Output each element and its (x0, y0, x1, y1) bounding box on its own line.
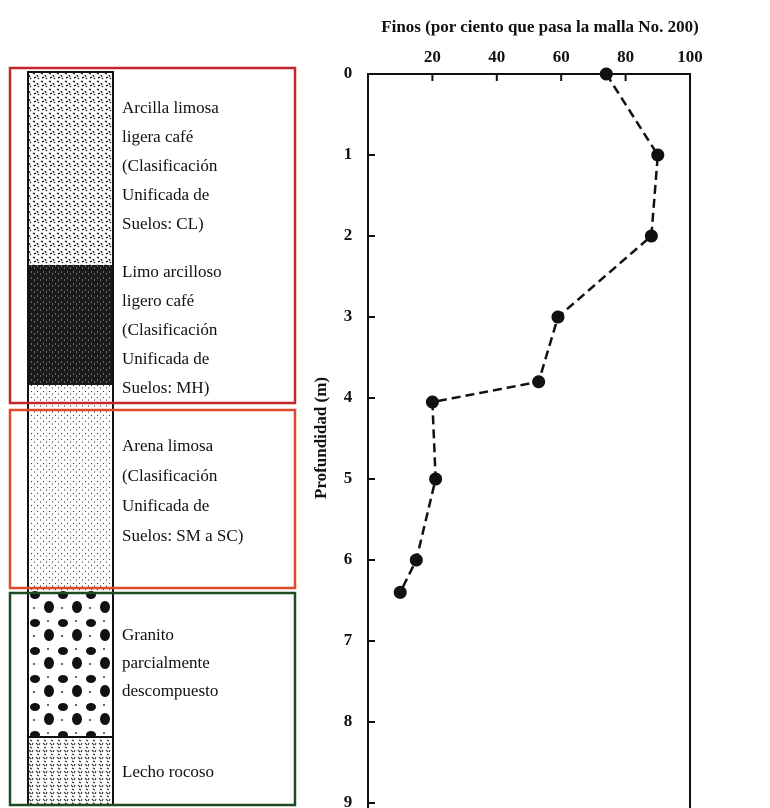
layer-label: (Clasificación (122, 156, 218, 175)
data-point (425, 395, 439, 409)
data-point (393, 585, 407, 599)
soil-column (27, 71, 114, 806)
x-tick-label: 40 (488, 47, 505, 66)
y-tick-label: 8 (344, 711, 353, 730)
x-tick-label: 20 (424, 47, 441, 66)
data-point (644, 229, 658, 243)
layer-label: descompuesto (122, 681, 218, 700)
layer-label: ligera café (122, 127, 193, 146)
chart-title: Finos (por ciento que pasa la malla No. … (381, 17, 699, 36)
plot-frame (367, 73, 691, 808)
layer-box (8, 591, 297, 807)
layer-label: (Clasificación (122, 466, 218, 485)
data-line (399, 73, 660, 593)
y-tick-label: 4 (344, 387, 353, 406)
x-tick-label: 100 (677, 47, 703, 66)
layer-label: Limo arcilloso (122, 262, 222, 281)
layer-label: Unificada de (122, 349, 209, 368)
y-axis-label: Profundidad (m) (311, 377, 330, 499)
layer-label: Lecho rocoso (122, 762, 214, 781)
data-point (429, 472, 443, 486)
layer-box (8, 408, 297, 590)
layer-label: (Clasificación (122, 320, 218, 339)
layer-label: Granito (122, 625, 174, 644)
x-tick-label: 60 (553, 47, 570, 66)
y-tick-label: 1 (344, 144, 353, 163)
x-tick-label: 80 (617, 47, 634, 66)
data-point (409, 553, 423, 567)
layer-label: ligero café (122, 291, 194, 310)
y-tick-label: 0 (344, 63, 353, 82)
y-tick-label: 9 (344, 792, 353, 808)
layer-label: parcialmente (122, 653, 210, 672)
layer-label: Arcilla limosa (122, 98, 219, 117)
y-tick-label: 2 (344, 225, 353, 244)
y-tick-label: 7 (344, 630, 353, 649)
layer-label: Suelos: CL) (122, 214, 204, 233)
data-point (551, 310, 565, 324)
layer-label: Unificada de (122, 185, 209, 204)
layer-label: Arena limosa (122, 436, 214, 455)
y-tick-label: 6 (344, 549, 353, 568)
layer-box (8, 66, 297, 405)
layer-label: Unificada de (122, 496, 209, 515)
layer-label: Suelos: MH) (122, 378, 209, 397)
layer-label: Suelos: SM a SC) (122, 526, 243, 545)
data-point (651, 148, 665, 162)
y-tick-label: 3 (344, 306, 353, 325)
data-point (532, 375, 546, 389)
y-tick-label: 5 (344, 468, 353, 487)
data-point (599, 67, 613, 81)
